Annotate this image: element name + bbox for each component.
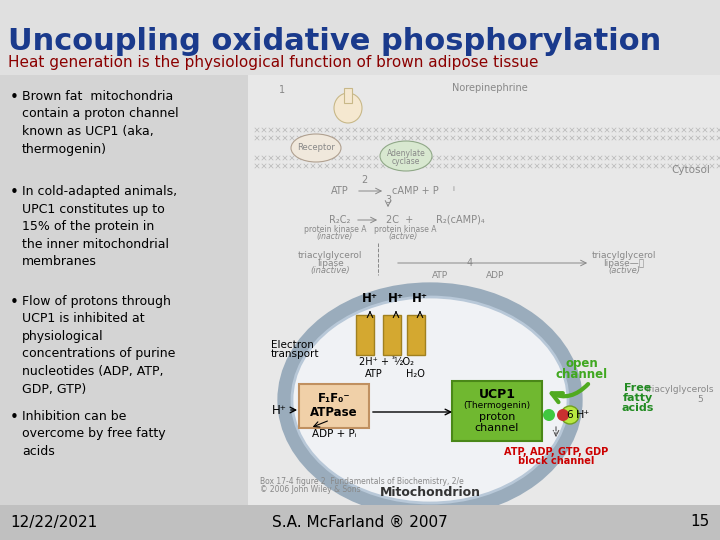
Text: H⁺: H⁺ [576,410,590,420]
Text: H⁺: H⁺ [388,293,404,306]
Text: © 2006 John Wiley & Sons: © 2006 John Wiley & Sons [260,485,361,495]
Ellipse shape [291,134,341,162]
Text: 3: 3 [385,195,391,205]
Text: 2: 2 [361,175,367,185]
Text: 2C  +: 2C + [387,215,413,225]
Text: protein kinase A: protein kinase A [374,225,436,233]
Text: •: • [10,90,19,105]
Circle shape [543,409,555,421]
Text: fatty: fatty [623,393,653,403]
Text: protein kinase A: protein kinase A [304,225,366,233]
Text: ATP, ADP, GTP, GDP: ATP, ADP, GTP, GDP [504,447,608,457]
Text: H⁺: H⁺ [412,293,428,306]
Text: transport: transport [271,349,320,359]
Text: Electron: Electron [271,340,314,350]
FancyBboxPatch shape [299,384,369,428]
Circle shape [561,406,579,424]
Text: F₁F₀⁻: F₁F₀⁻ [318,393,351,406]
Text: H⁺: H⁺ [362,293,378,306]
Text: Adenylate: Adenylate [387,148,426,158]
Text: S.A. McFarland ® 2007: S.A. McFarland ® 2007 [272,515,448,530]
Text: ½O₂: ½O₂ [394,357,415,367]
Text: lipase—Ⓙ: lipase—Ⓙ [603,259,644,267]
Bar [407,315,425,355]
Text: cyclase: cyclase [392,157,420,165]
Bar [0,505,720,540]
Ellipse shape [334,93,362,123]
Text: ATPase: ATPase [310,407,358,420]
Text: Mitochondrion: Mitochondrion [379,487,480,500]
Text: lipase: lipase [317,259,343,267]
Text: R₂C₂: R₂C₂ [329,215,351,225]
Bar [383,315,401,355]
Text: block channel: block channel [518,456,594,466]
Text: 2H⁺ +: 2H⁺ + [359,357,389,367]
Text: Triacylglycerols: Triacylglycerols [644,386,714,395]
Text: Brown fat  mitochondria
contain a proton channel
known as UCP1 (aka,
thermogenin: Brown fat mitochondria contain a proton … [22,90,179,156]
Text: •: • [10,410,19,425]
Text: Box 17-4 figure 2  Fundamentals of Biochemistry, 2/e: Box 17-4 figure 2 Fundamentals of Bioche… [260,476,464,485]
Text: Heat generation is the physiological function of brown adipose tissue: Heat generation is the physiological fun… [8,56,539,71]
Text: R₂(cAMP)₄: R₂(cAMP)₄ [436,215,485,225]
Text: proton: proton [479,412,516,422]
Text: Receptor: Receptor [297,144,335,152]
Text: (inactive): (inactive) [310,267,350,275]
Ellipse shape [380,141,432,171]
Text: (active): (active) [388,233,418,241]
Text: ADP + Pᵢ: ADP + Pᵢ [312,429,356,439]
Text: Cytosol: Cytosol [671,165,710,175]
Text: (inactive): (inactive) [317,233,353,241]
Text: (Thermogenin): (Thermogenin) [464,401,531,409]
Text: 6: 6 [567,410,573,420]
Text: ATP: ATP [331,186,349,196]
Text: cAMP + P: cAMP + P [392,186,438,196]
Text: Uncoupling oxidative phosphorylation: Uncoupling oxidative phosphorylation [8,28,661,57]
Text: Free: Free [624,383,652,393]
Text: 12/22/2021: 12/22/2021 [10,515,97,530]
Text: (active): (active) [608,267,640,275]
Text: H⁺: H⁺ [271,403,287,416]
Text: •: • [10,185,19,200]
Text: UCP1: UCP1 [479,388,516,401]
Text: triacylglycerol: triacylglycerol [592,251,656,260]
Text: •: • [10,295,19,310]
Text: open: open [566,357,598,370]
Text: Inhibition can be
overcome by free fatty
acids: Inhibition can be overcome by free fatty… [22,410,166,458]
Bar [0,0,720,75]
Text: H₂O: H₂O [405,369,424,379]
Ellipse shape [292,297,568,503]
Text: acids: acids [622,403,654,413]
FancyArrowPatch shape [552,384,588,402]
Circle shape [557,409,569,421]
Text: Flow of protons through
UCP1 is inhibited at
physiological
concentrations of pur: Flow of protons through UCP1 is inhibite… [22,295,176,395]
Bar [344,88,352,103]
Bar [0,75,720,535]
Text: i: i [452,186,454,192]
Text: ATP: ATP [365,369,383,379]
Text: ATP: ATP [432,271,448,280]
Bar [356,315,374,355]
Text: In cold-adapted animals,
UPC1 constitutes up to
15% of the protein in
the inner : In cold-adapted animals, UPC1 constitute… [22,185,177,268]
Text: channel: channel [556,368,608,381]
Text: ADP: ADP [486,271,504,280]
Text: triacylglycerol: triacylglycerol [298,251,362,260]
Text: Norepinephrine: Norepinephrine [452,83,528,93]
Text: 1: 1 [279,85,285,95]
Text: 4: 4 [467,258,473,268]
Text: ³: ³ [392,357,395,363]
Bar [248,75,720,510]
Text: 5: 5 [697,395,703,404]
FancyBboxPatch shape [452,381,542,441]
Text: channel: channel [474,423,519,433]
Text: 15: 15 [690,515,710,530]
